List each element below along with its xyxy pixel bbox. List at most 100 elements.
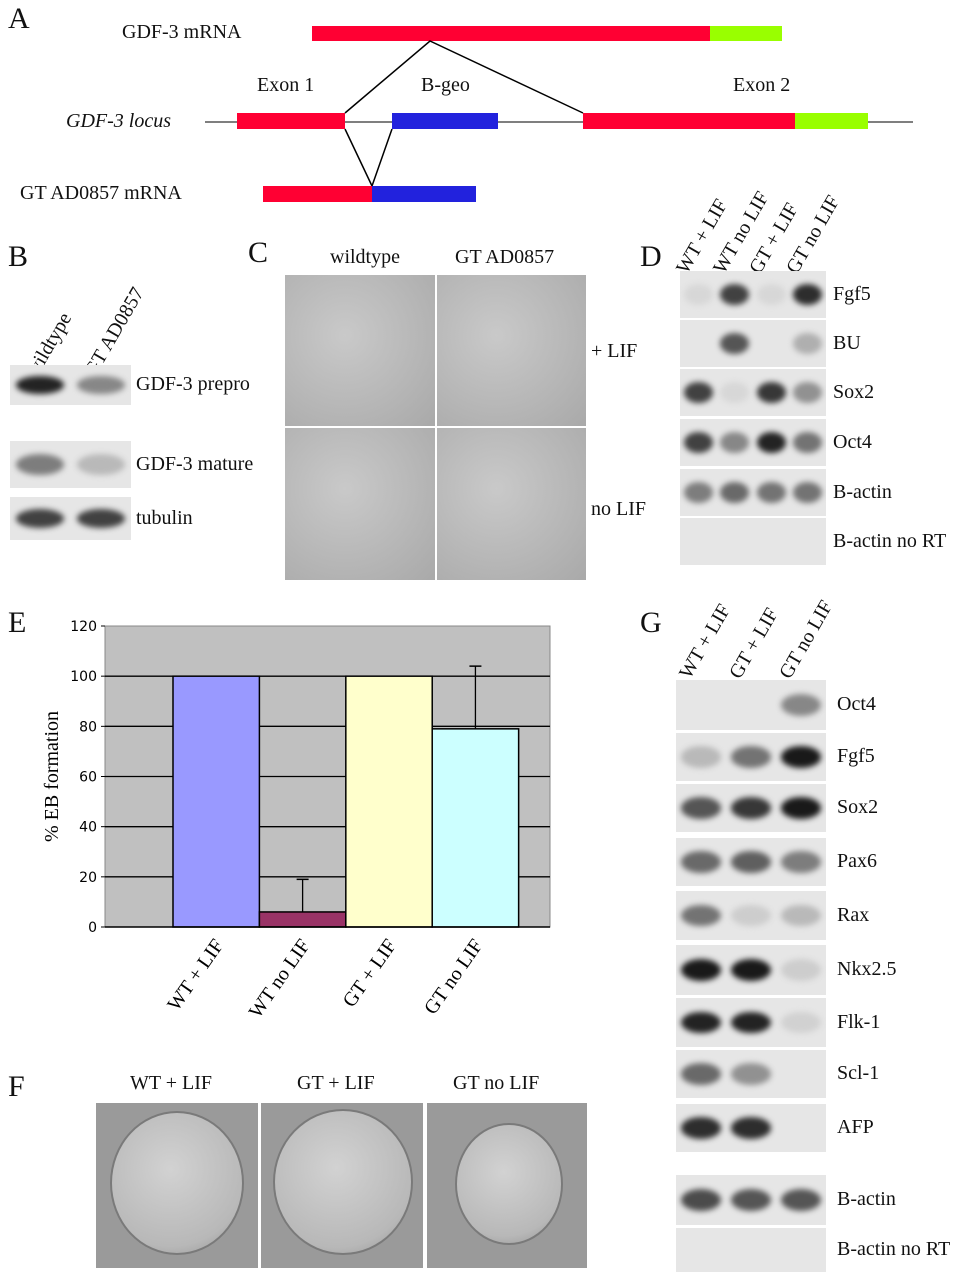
band: [731, 746, 771, 768]
band: [756, 482, 786, 503]
band: [681, 851, 721, 873]
eb-image-wt-lif: [96, 1103, 258, 1268]
band: [793, 382, 823, 403]
lane-label: GT no LIF: [775, 596, 838, 683]
row-label: tubulin: [136, 506, 193, 529]
y-tick-label: 100: [70, 669, 97, 685]
row-label: GDF-3 prepro: [136, 373, 250, 395]
mrna-utr-bar: [710, 26, 782, 41]
micrograph-wt-nolif: [285, 428, 435, 580]
bar: [345, 675, 433, 928]
blot-row: [676, 838, 826, 886]
band: [16, 454, 65, 475]
band: [683, 382, 713, 403]
x-tick-label: GT + LIF: [339, 935, 402, 1011]
band: [781, 1011, 821, 1034]
band: [681, 1011, 721, 1034]
blot-row: [10, 365, 131, 405]
band: [731, 797, 771, 819]
band: [756, 382, 786, 403]
blot-row: [676, 733, 826, 781]
band: [756, 284, 786, 305]
eb-image-gt-lif: [261, 1103, 423, 1268]
band: [781, 694, 821, 716]
row-label: B-actin: [837, 1188, 896, 1210]
y-tick-label: 0: [88, 920, 97, 936]
row-label: Scl-1: [837, 1062, 880, 1084]
y-tick-label: 60: [79, 770, 97, 786]
column-label: GT + LIF: [297, 1072, 375, 1094]
band: [681, 1117, 721, 1139]
panel-e-label: E: [8, 606, 27, 639]
blot-row: [676, 1175, 826, 1225]
blot-row: [676, 1228, 826, 1272]
blot-row: [680, 320, 826, 367]
band: [731, 1189, 771, 1211]
band: [731, 959, 771, 981]
band: [720, 333, 750, 354]
panel-d-label: D: [640, 240, 662, 273]
row-label: B-actin no RT: [837, 1238, 951, 1260]
band: [781, 959, 821, 981]
blot-row: [676, 1104, 826, 1152]
row-label: Rax: [837, 903, 870, 926]
gdf3-mrna-label: GDF-3 mRNA: [122, 21, 242, 43]
blot-row: [680, 518, 826, 565]
gt-mrna-label: GT AD0857 mRNA: [20, 182, 182, 204]
row-label: + LIF: [591, 340, 638, 362]
column-label: WT + LIF: [130, 1072, 213, 1094]
panel-g-label: G: [640, 606, 662, 639]
blot-row: [680, 469, 826, 516]
mrna-exon-bar: [312, 26, 710, 41]
band: [756, 432, 786, 453]
row-label: Nkx2.5: [837, 958, 897, 980]
y-tick-label: 120: [70, 619, 97, 635]
bar: [258, 911, 347, 928]
column-label: wildtype: [330, 246, 400, 268]
row-label: GDF-3 mature: [136, 452, 254, 475]
band: [76, 454, 125, 475]
band: [731, 1117, 771, 1139]
panel-a-label: A: [8, 2, 30, 35]
band: [16, 509, 65, 528]
bar: [431, 728, 520, 928]
band: [681, 1063, 721, 1085]
band: [731, 1011, 771, 1034]
band: [781, 851, 821, 873]
band: [683, 432, 713, 453]
x-tick-label: GT no LIF: [420, 935, 488, 1018]
blot-row: [676, 1050, 826, 1098]
blot-row: [676, 998, 826, 1047]
bar: [172, 675, 261, 928]
band: [76, 509, 125, 528]
band: [720, 284, 750, 305]
row-label: BU: [833, 331, 861, 354]
band: [720, 482, 750, 503]
gt-mrna-exon: [263, 186, 372, 202]
gt-mrna-bgeo: [372, 186, 476, 202]
band: [781, 1189, 821, 1211]
blot-row: [680, 369, 826, 416]
blot-row: [676, 945, 826, 995]
blot-row: [676, 891, 826, 940]
band: [731, 904, 771, 927]
locus-exon2: [583, 113, 795, 129]
eb-formation-chart: 0 20 40 60 80 100 120 WT + LIF WT no LIF GT + LIF…: [41, 619, 551, 1022]
column-label: GT AD0857: [455, 246, 555, 268]
blot-row: [10, 441, 131, 488]
y-tick-label: 20: [79, 870, 97, 886]
blot-row: [676, 784, 826, 832]
band: [683, 284, 713, 305]
row-label: Sox2: [833, 380, 875, 403]
band: [681, 1189, 721, 1211]
band: [16, 376, 65, 394]
band: [681, 746, 721, 768]
row-label: Sox2: [837, 796, 879, 818]
band: [681, 959, 721, 981]
bgeo-label: B-geo: [421, 74, 470, 96]
row-label: B-actin: [833, 480, 892, 503]
x-tick-label: WT + LIF: [163, 935, 228, 1015]
band: [683, 482, 713, 503]
row-label: Fgf5: [837, 745, 875, 767]
